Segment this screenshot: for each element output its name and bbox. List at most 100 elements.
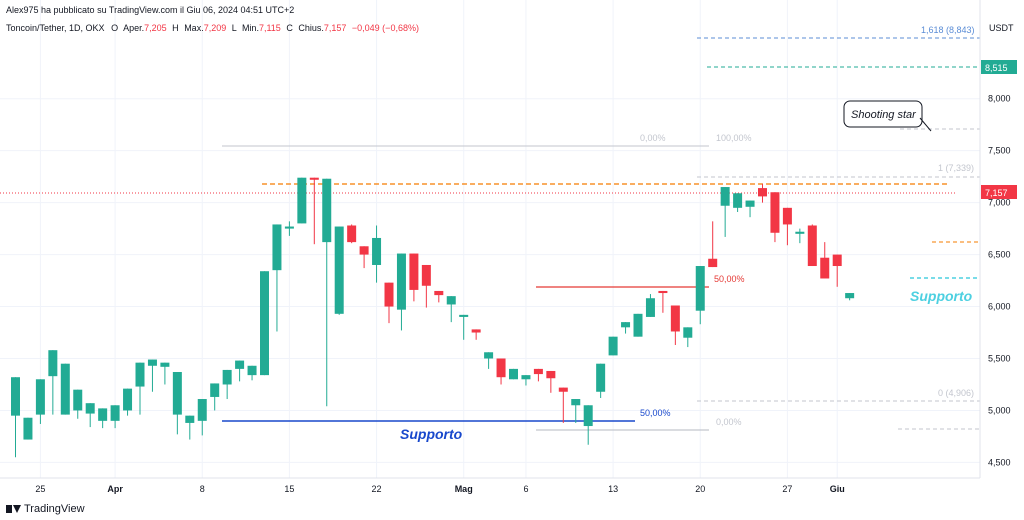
candle-body[interactable] (695, 266, 705, 311)
candle-body[interactable] (322, 178, 332, 243)
x-tick-label: 20 (695, 484, 705, 494)
candle-body[interactable] (782, 207, 792, 225)
y-tick-label: 8,000 (988, 94, 1011, 104)
candle-body[interactable] (334, 226, 344, 314)
candle-body[interactable] (583, 405, 593, 427)
fib-bottom-zero-label: 0,00% (716, 417, 742, 427)
candle-body[interactable] (73, 389, 83, 411)
callout-text: Shooting star (851, 109, 917, 121)
high-key: Max. (184, 23, 204, 33)
candle-body[interactable] (670, 305, 680, 332)
candle-body[interactable] (185, 415, 195, 423)
y-tick-label: 7,500 (988, 146, 1011, 156)
candle-body[interactable] (820, 257, 830, 279)
candle-body[interactable] (210, 383, 220, 397)
candle-body[interactable] (708, 258, 718, 268)
candle-body[interactable] (347, 225, 357, 243)
candle-body[interactable] (546, 370, 556, 379)
candle-body[interactable] (720, 187, 730, 206)
low-key: Min. (242, 23, 259, 33)
tradingview-logo[interactable]: TradingView (6, 503, 85, 515)
candle-body[interactable] (297, 177, 307, 224)
candle-body[interactable] (434, 290, 444, 296)
candle-body[interactable] (745, 200, 755, 207)
candle-body[interactable] (359, 246, 369, 255)
x-tick-label: Giu (830, 484, 845, 494)
candle-body[interactable] (621, 322, 631, 328)
close-label: C (286, 23, 293, 33)
candle-body[interactable] (633, 313, 643, 337)
x-tick-label: 13 (608, 484, 618, 494)
candle-body[interactable] (260, 271, 269, 376)
candle-body[interactable] (521, 375, 531, 380)
candle-body[interactable] (235, 360, 245, 369)
price-axis[interactable]: USDT 8,515 7,157 8,000 7,500 7,000 6,500 6,0… (979, 0, 1017, 478)
candle-body[interactable] (459, 314, 469, 317)
candle-body[interactable] (409, 253, 419, 290)
candle-body[interactable] (533, 368, 543, 375)
candle-body[interactable] (471, 329, 481, 333)
candle-body[interactable] (770, 192, 780, 233)
candle-body[interactable] (571, 399, 581, 406)
candle-body[interactable] (596, 363, 606, 392)
candle-body[interactable] (484, 352, 494, 359)
candle-body[interactable] (172, 372, 182, 415)
candle-body[interactable] (795, 231, 805, 234)
high-value: 7,209 (204, 23, 227, 33)
open-key: Aper. (123, 23, 144, 33)
close-value: 7,157 (324, 23, 347, 33)
x-tick-label: 8 (200, 484, 205, 494)
low-value: 7,115 (259, 23, 281, 33)
candle-body[interactable] (832, 254, 842, 267)
candle-body[interactable] (110, 405, 120, 421)
candle-body[interactable] (85, 403, 95, 414)
candle-body[interactable] (807, 225, 817, 267)
candle-body[interactable] (845, 293, 855, 299)
candle-body[interactable] (372, 237, 382, 265)
candle-body[interactable] (135, 362, 145, 387)
candle-body[interactable] (123, 388, 133, 411)
candle-body[interactable] (11, 377, 20, 416)
candle-body[interactable] (98, 408, 108, 421)
open-label: O (111, 23, 118, 33)
candle-body[interactable] (558, 387, 568, 392)
candle-body[interactable] (309, 177, 319, 180)
candle-body[interactable] (60, 363, 70, 415)
target-price-text: 8,515 (985, 63, 1008, 73)
candle-body[interactable] (446, 296, 456, 305)
change-value: −0,049 (−0,68%) (352, 23, 419, 33)
candle-body[interactable] (48, 350, 58, 377)
candle-body[interactable] (758, 188, 767, 197)
y-tick-label: 6,000 (988, 302, 1011, 312)
y-tick-label: 7,000 (988, 198, 1011, 208)
candle-body[interactable] (147, 359, 157, 366)
candle-body[interactable] (509, 368, 518, 380)
shooting-star-callout[interactable] (843, 100, 923, 128)
candle-body[interactable] (384, 282, 394, 307)
candle-body[interactable] (733, 193, 743, 208)
candle-body[interactable] (496, 358, 506, 378)
brand-text: TradingView (24, 503, 85, 515)
x-tick-label: 22 (372, 484, 382, 494)
time-axis[interactable]: 25 Apr 8 15 22 Mag 6 13 20 27 Giu (0, 477, 980, 494)
target-price-badge (981, 60, 1017, 74)
candle-body[interactable] (247, 365, 257, 376)
candle-body[interactable] (421, 264, 431, 286)
symbol-info: Toncoin/Tether, 1D, OKX O Aper.7,205 H M… (6, 23, 419, 33)
candles-layer (11, 177, 855, 458)
callout-pointer (919, 117, 932, 132)
published-by: Alex975 ha pubblicato su TradingView.com… (6, 5, 294, 15)
candle-body[interactable] (23, 417, 33, 440)
candle-body[interactable] (608, 336, 618, 356)
candle-body[interactable] (645, 298, 655, 317)
candle-body[interactable] (197, 399, 207, 421)
candle-body[interactable] (658, 290, 668, 294)
candle-body[interactable] (396, 253, 406, 310)
candle-body[interactable] (160, 362, 170, 367)
candle-body[interactable] (222, 369, 232, 385)
candle-body[interactable] (272, 224, 282, 271)
candle-body[interactable] (284, 226, 294, 229)
candle-body[interactable] (35, 379, 45, 415)
candle-body[interactable] (683, 327, 693, 338)
